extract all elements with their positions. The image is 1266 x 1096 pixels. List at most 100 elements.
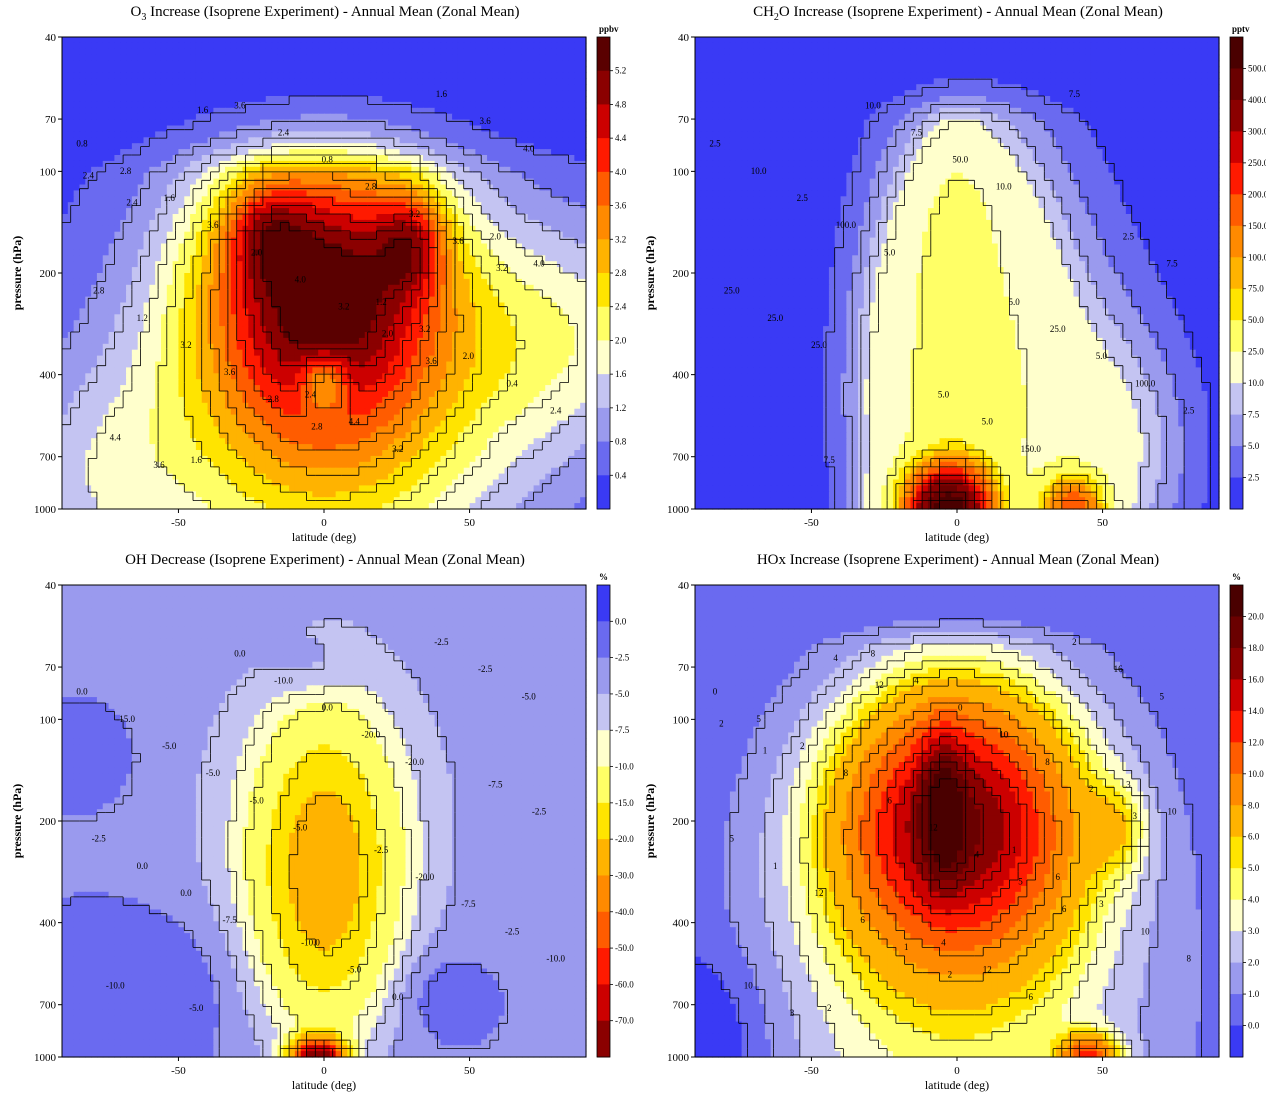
o3-cell [248,196,255,203]
o3-cell [300,184,308,191]
o3-cell [96,131,104,138]
o3-cell [376,84,383,91]
o3-cell [545,255,552,262]
o3-cell [347,131,354,138]
o3-cell [457,337,465,345]
o3-cell [271,308,279,315]
o3-cell [137,160,145,168]
o3-cell [62,308,69,315]
o3-cell [178,160,185,168]
o3-cell [207,178,214,186]
o3-cell [574,225,581,233]
o3-cell [166,96,174,103]
o3-cell [481,107,488,115]
o3-cell [481,60,488,68]
o3-cell [254,261,261,268]
o3-cell [277,96,284,103]
o3-cell [556,149,564,156]
o3-cell [190,48,197,56]
o3-cell [254,237,261,245]
o3-cell [358,237,366,245]
o3-cell [353,96,360,103]
o3-cell [62,284,69,292]
o3-cell [195,326,203,333]
o3-cell [457,326,465,333]
o3-cell [388,314,395,321]
o3-cell [312,267,319,274]
o3-cell [149,261,156,268]
o3-cell [562,84,570,91]
o3-cell [364,125,372,132]
o3-cell [166,261,174,268]
o3-cell [91,361,98,368]
o3-cell [335,166,343,174]
o3-cell [195,278,203,286]
o3-cell [201,90,209,97]
o3-cell [213,84,220,91]
o3-cell [289,196,296,203]
o3-cell [201,119,209,127]
o3-cell [341,101,348,109]
o3-cell [294,137,302,144]
o3-cell [527,326,535,333]
o3-cell [504,101,511,109]
o3-cell [405,196,412,203]
o3-cell [463,202,471,209]
o3-cell [324,337,331,345]
o3-cell [358,78,366,85]
o3-cell [556,219,564,227]
o3-cell [452,202,459,209]
o3-cell [178,273,185,280]
o3-cell [446,178,453,186]
o3-cell [434,42,442,50]
o3-cell [120,143,127,150]
o3-cell [265,42,273,50]
o3-cell [562,231,570,239]
o3-cell [498,60,506,68]
o3-cell [353,155,360,162]
o3-cell [417,332,424,339]
o3-cell [312,178,319,186]
o3-cell [96,214,104,221]
o3-cell [300,273,308,280]
o3-cell [329,178,337,186]
o3-cell [422,196,430,203]
o3-cell [568,42,575,50]
o3-cell [143,166,150,174]
o3-cell [510,160,517,168]
o3-cell [79,107,86,115]
o3-cell [102,60,110,68]
o3-cell [131,219,139,227]
o3-cell [492,349,500,357]
o3-cell [318,320,325,327]
o3-cell [248,90,255,97]
o3-cell [446,96,453,103]
o3-cell [143,137,150,144]
o3-cell [382,78,389,85]
o3-cell [358,37,366,44]
o3-cell [510,125,517,132]
o3-cell [283,225,290,233]
o3-cell [143,202,150,209]
o3-cell [312,166,319,174]
o3-cell [248,243,255,250]
o3-cell [341,125,348,132]
o3-cell [422,261,430,268]
o3-cell [446,237,453,245]
o3-cell [131,48,139,56]
o3-cell [446,243,453,250]
o3-cell [370,261,377,268]
o3-cell [487,155,494,162]
o3-cell [143,225,150,233]
o3-cell [446,42,453,50]
o3-cell [382,190,389,197]
o3-cell [388,42,395,50]
o3-cell [510,296,517,304]
o3-cell [91,255,98,262]
o3-cell [487,231,494,239]
o3-cell [498,296,506,304]
o3-cell [73,302,81,309]
o3-cell [562,308,570,315]
o3-cell [329,314,337,321]
o3-cell [265,143,273,150]
